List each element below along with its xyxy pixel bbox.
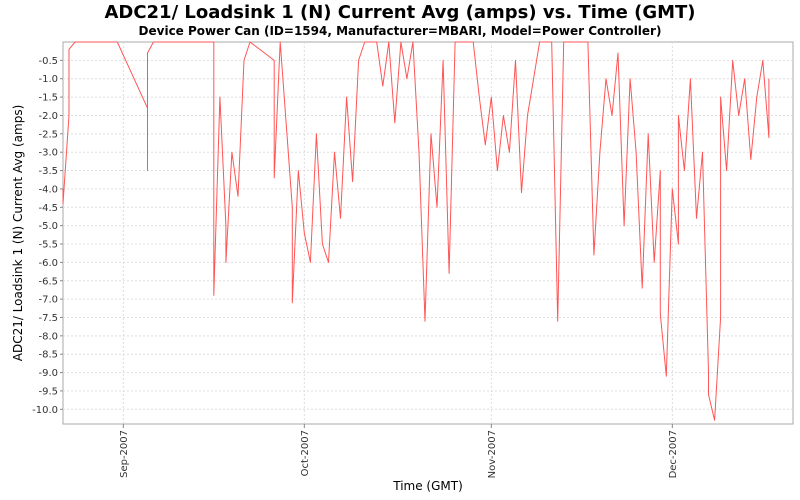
x-axis-label: Time (GMT) — [392, 479, 463, 493]
y-tick-label: -6.5 — [38, 276, 58, 287]
y-tick-label: -9.0 — [38, 368, 58, 379]
chart-subtitle: Device Power Can (ID=1594, Manufacturer=… — [138, 24, 662, 38]
y-axis-label: ADC21/ Loadsink 1 (N) Current Avg (amps) — [11, 105, 25, 362]
y-tick-label: -3.0 — [38, 148, 58, 159]
y-tick-label: -4.5 — [38, 203, 58, 214]
y-tick-label: -7.5 — [38, 313, 58, 324]
y-tick-label: -2.0 — [38, 111, 58, 122]
y-tick-label: -6.0 — [38, 258, 58, 269]
series-group — [62, 41, 770, 421]
y-tick-label: -0.5 — [38, 56, 58, 67]
y-tick-label: -3.5 — [38, 166, 58, 177]
series-line — [62, 41, 770, 421]
x-tick-label: Nov-2007 — [487, 430, 498, 478]
y-axis: -0.5 -1.0 -1.5 -2.0 -2.5 -3.0 -3.5 -4.0 -4.5 -5.0… — [32, 56, 63, 416]
y-tick-label: -8.0 — [38, 331, 58, 342]
y-tick-label: -10.0 — [32, 405, 58, 416]
y-tick-label: -5.0 — [38, 221, 58, 232]
y-tick-label: -9.5 — [38, 386, 58, 397]
chart-title: ADC21/ Loadsink 1 (N) Current Avg (amps)… — [104, 2, 696, 23]
y-tick-label: -1.0 — [38, 74, 58, 85]
x-axis: Sep-2007 Oct-2007 Nov-2007 Dec-2007 — [119, 424, 679, 478]
y-tick-label: -2.5 — [38, 129, 58, 140]
x-tick-label: Oct-2007 — [300, 430, 311, 476]
y-tick-label: -5.5 — [38, 240, 58, 251]
y-tick-label: -4.0 — [38, 184, 58, 195]
y-tick-label: -7.0 — [38, 295, 58, 306]
y-tick-label: -8.5 — [38, 350, 58, 361]
x-tick-label: Dec-2007 — [668, 430, 679, 478]
x-tick-label: Sep-2007 — [119, 430, 130, 478]
y-tick-label: -1.5 — [38, 93, 58, 104]
